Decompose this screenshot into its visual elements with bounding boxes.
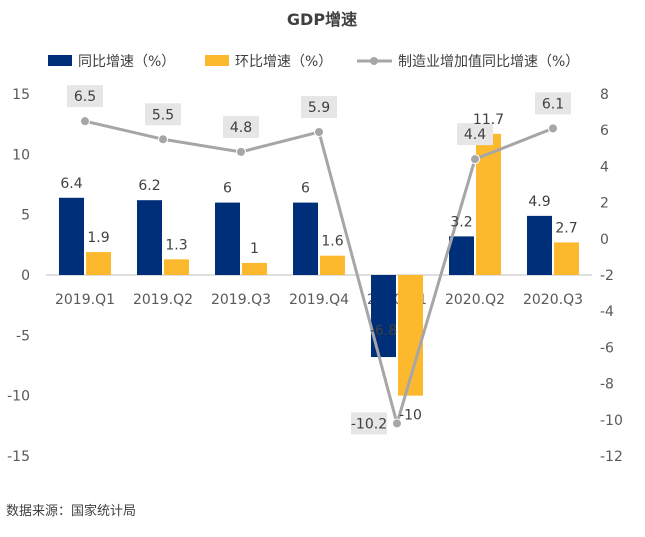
yoy-label-4: -6.8 — [370, 323, 397, 339]
x-tick-2: 2019.Q3 — [211, 292, 271, 308]
source-note: 数据来源：国家统计局 — [6, 504, 137, 519]
qoq-bar-1 — [164, 259, 189, 275]
qoq-bar-6 — [554, 242, 579, 275]
x-tick-3: 2019.Q4 — [289, 292, 349, 308]
y-left-tick-6: -15 — [7, 449, 30, 465]
y-left-tick-0: 15 — [12, 87, 30, 103]
bars — [59, 133, 579, 396]
mfg-label-box-4 — [351, 412, 387, 435]
y-right-tick-3: 2 — [600, 196, 609, 212]
manufacturing-line — [67, 85, 571, 435]
legend-label-mfg: 制造业增加值同比增速（%） — [398, 54, 579, 70]
mfg-label-4: -10.2 — [351, 416, 387, 432]
y-right-tick-5: -2 — [600, 268, 614, 284]
y-right-tick-2: 4 — [600, 159, 609, 175]
qoq-label-1: 1.3 — [165, 237, 187, 253]
mfg-label-box-5 — [457, 123, 493, 146]
y-right-tick-1: 6 — [600, 123, 609, 139]
y-right-tick-6: -4 — [600, 304, 614, 320]
gdp-growth-chart: GDP增速 同比增速（%） 环比增速（%） 制造业增加值同比增速（%） 1510… — [7, 10, 623, 465]
y-left-tick-3: 0 — [21, 268, 30, 284]
yoy-label-6: 4.9 — [528, 194, 550, 210]
qoq-label-4: -10 — [399, 408, 422, 424]
y-right-tick-9: -10 — [600, 413, 623, 429]
yoy-label-1: 6.2 — [138, 178, 160, 194]
yoy-bar-0 — [59, 197, 84, 275]
mfg-label-2: 4.8 — [230, 120, 252, 136]
mfg-label-box-1 — [145, 103, 181, 126]
y-right-tick-0: 8 — [600, 87, 609, 103]
qoq-label-2: 1 — [250, 241, 259, 257]
yoy-label-3: 6 — [301, 181, 310, 197]
data-labels: 6.4 6.2 6 6 -6.8 3.2 4.9 1.9 1.3 1 1.6 -10 11.7 2.7 6.… — [60, 89, 577, 432]
mfg-label-box-0 — [67, 85, 103, 108]
axes: 15 10 5 0 -5 -10 -15 8 6 4 2 0 -2 -4 -6 -8 -10 -12 2019.Q1… — [7, 87, 623, 465]
y-left-tick-5: -10 — [7, 389, 30, 405]
y-left-tick-4: -5 — [16, 328, 30, 344]
mfg-point-2 — [236, 146, 246, 157]
y-left-tick-1: 10 — [12, 147, 30, 163]
mfg-label-5: 4.4 — [464, 127, 486, 143]
legend-label-qoq: 环比增速（%） — [235, 54, 332, 70]
mfg-point-5 — [470, 154, 480, 165]
x-tick-6: 2020.Q3 — [523, 292, 583, 308]
chart-title: GDP增速 — [287, 10, 357, 29]
yoy-bar-2 — [215, 202, 240, 275]
mfg-label-box-2 — [223, 115, 259, 138]
qoq-bar-2 — [242, 262, 267, 275]
qoq-label-3: 1.6 — [321, 234, 343, 250]
yoy-label-5: 3.2 — [450, 214, 472, 230]
legend-label-yoy: 同比增速（%） — [78, 54, 175, 70]
mfg-label-box-6 — [535, 92, 571, 115]
yoy-label-0: 6.4 — [60, 176, 82, 192]
legend: 同比增速（%） 环比增速（%） 制造业增加值同比增速（%） — [48, 54, 579, 70]
y-left-tick-2: 5 — [21, 208, 30, 224]
yoy-bar-3 — [293, 202, 318, 275]
yoy-bar-1 — [137, 200, 162, 275]
mfg-point-0 — [80, 116, 90, 127]
y-right-tick-4: 0 — [600, 232, 609, 248]
qoq-label-5: 11.7 — [473, 112, 504, 128]
yoy-bar-5 — [449, 236, 474, 275]
mfg-label-6: 6.1 — [542, 96, 564, 112]
y-right-tick-7: -6 — [600, 340, 614, 356]
mfg-label-box-3 — [301, 96, 337, 119]
qoq-bar-0 — [86, 252, 111, 275]
mfg-point-6 — [548, 123, 558, 134]
mfg-point-4 — [392, 418, 402, 429]
legend-swatch-qoq — [205, 55, 229, 66]
yoy-bar-6 — [527, 215, 552, 275]
mfg-label-3: 5.9 — [308, 100, 330, 116]
mfg-label-0: 6.5 — [74, 89, 96, 105]
mfg-point-1 — [158, 134, 168, 145]
qoq-bar-3 — [320, 255, 345, 275]
mfg-point-3 — [314, 127, 324, 138]
y-right-tick-10: -12 — [600, 449, 623, 465]
qoq-label-6: 2.7 — [555, 220, 577, 236]
legend-marker-mfg — [370, 57, 378, 65]
x-tick-0: 2019.Q1 — [55, 292, 115, 308]
x-tick-5: 2020.Q2 — [445, 292, 505, 308]
legend-swatch-yoy — [48, 55, 72, 66]
y-right-tick-8: -8 — [600, 377, 614, 393]
x-tick-1: 2019.Q2 — [133, 292, 193, 308]
qoq-label-0: 1.9 — [87, 230, 109, 246]
mfg-label-1: 5.5 — [152, 107, 174, 123]
yoy-label-2: 6 — [223, 181, 232, 197]
